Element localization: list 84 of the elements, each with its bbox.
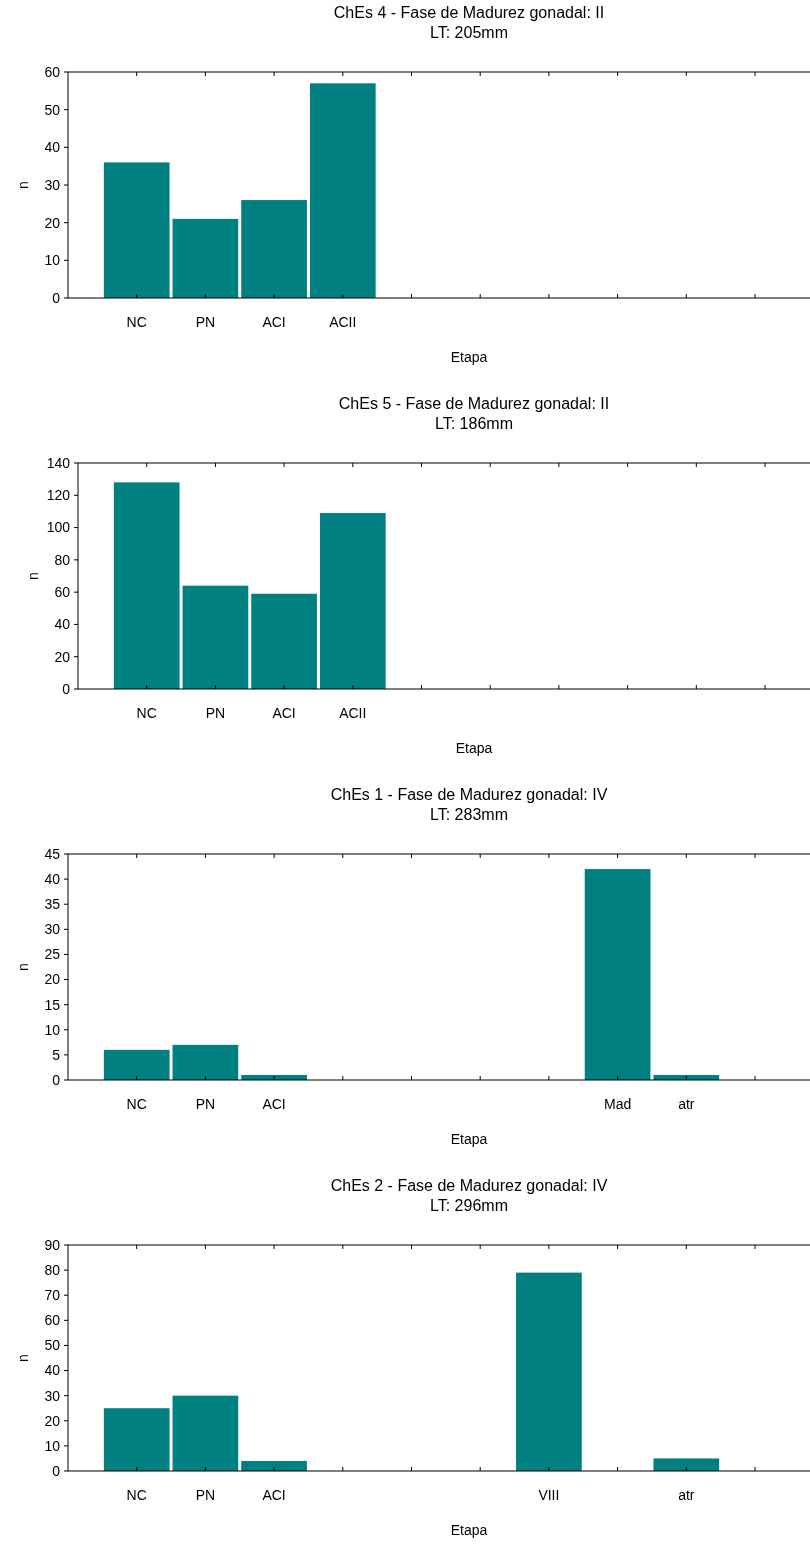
x-tick-label: ACI: [262, 1096, 286, 1112]
y-tick-label: 15: [44, 996, 61, 1013]
x-axis-title: Etapa: [455, 740, 493, 756]
bar: [251, 593, 317, 689]
bar: [172, 218, 239, 298]
bar: [653, 1458, 720, 1471]
chart-title: ChEs 1 - Fase de Madurez gonadal: IV: [330, 786, 608, 803]
y-axis-title: n: [25, 572, 41, 580]
y-axis-title: n: [15, 1354, 31, 1362]
y-tick-label: 10: [44, 1437, 61, 1454]
x-tick-label: ACII: [329, 314, 357, 330]
y-tick-label: 80: [54, 551, 71, 568]
y-tick-label: 0: [52, 1462, 61, 1479]
y-tick-label: 140: [46, 454, 71, 471]
bar: [172, 1395, 239, 1471]
y-axis-title: n: [15, 963, 31, 971]
x-tick-label: atr: [678, 1487, 695, 1503]
x-tick-label: VIII: [538, 1487, 560, 1503]
bar: [103, 1408, 170, 1471]
x-axis-title: Etapa: [450, 1522, 488, 1538]
x-tick-label: PN: [205, 705, 226, 721]
y-tick-label: 40: [44, 871, 61, 888]
y-tick-label: 60: [44, 1312, 61, 1329]
y-tick-label: 0: [62, 680, 71, 697]
x-tick-label: NC: [126, 314, 147, 330]
y-tick-label: 45: [44, 845, 61, 862]
y-tick-label: 20: [44, 214, 61, 231]
chart-subtitle: LT: 296mm: [430, 1197, 508, 1214]
y-tick-label: 5: [52, 1046, 61, 1063]
y-tick-label: 90: [44, 1236, 61, 1253]
bar: [103, 162, 170, 298]
y-tick-label: 20: [54, 648, 71, 665]
chart-subtitle: LT: 283mm: [430, 806, 508, 823]
x-tick-label: ACI: [262, 1487, 286, 1503]
y-tick-label: 20: [44, 1412, 61, 1429]
x-tick-label: PN: [195, 1096, 216, 1112]
x-tick-label: NC: [126, 1096, 147, 1112]
x-tick-label: Mad: [603, 1096, 632, 1112]
y-tick-label: 100: [46, 519, 71, 536]
y-tick-label: 10: [44, 252, 61, 269]
y-tick-label: 40: [44, 139, 61, 156]
bar: [309, 83, 376, 298]
y-tick-label: 60: [44, 63, 61, 80]
y-tick-label: 30: [44, 921, 61, 938]
bar: [182, 585, 249, 689]
y-tick-label: 25: [44, 946, 61, 963]
y-tick-label: 120: [46, 487, 71, 504]
x-axis-title: Etapa: [450, 349, 488, 365]
chart-subtitle: LT: 205mm: [430, 24, 508, 41]
y-tick-label: 40: [44, 1362, 61, 1379]
x-tick-label: NC: [136, 705, 157, 721]
y-tick-label: 50: [44, 1337, 61, 1354]
y-tick-label: 30: [44, 176, 61, 193]
x-tick-label: NC: [126, 1487, 147, 1503]
y-tick-label: 60: [54, 584, 71, 601]
bar: [241, 200, 307, 298]
chart-subtitle: LT: 186mm: [435, 415, 513, 432]
x-tick-label: PN: [195, 314, 216, 330]
y-tick-label: 50: [44, 101, 61, 118]
y-tick-label: 30: [44, 1387, 61, 1404]
bar: [113, 482, 180, 689]
x-tick-label: ACII: [339, 705, 367, 721]
y-tick-label: 40: [54, 616, 71, 633]
y-tick-label: 20: [44, 971, 61, 988]
bar: [319, 513, 386, 689]
x-tick-label: ACI: [262, 314, 286, 330]
y-tick-label: 10: [44, 1021, 61, 1038]
y-tick-label: 70: [44, 1287, 61, 1304]
x-axis-title: Etapa: [450, 1131, 488, 1147]
chart-title: ChEs 4 - Fase de Madurez gonadal: II: [333, 4, 605, 21]
chart-title: ChEs 2 - Fase de Madurez gonadal: IV: [330, 1177, 608, 1194]
x-tick-label: ACI: [272, 705, 296, 721]
bar: [516, 1272, 582, 1471]
x-tick-label: PN: [195, 1487, 216, 1503]
bar: [172, 1044, 239, 1080]
x-tick-label: atr: [678, 1096, 695, 1112]
y-axis-title: n: [15, 181, 31, 189]
chart-title: ChEs 5 - Fase de Madurez gonadal: II: [338, 395, 610, 412]
y-tick-label: 0: [52, 1071, 61, 1088]
y-tick-label: 35: [44, 896, 61, 913]
y-tick-label: 80: [44, 1262, 61, 1279]
bar: [103, 1049, 170, 1080]
y-tick-label: 0: [52, 289, 61, 306]
bar: [584, 869, 651, 1080]
